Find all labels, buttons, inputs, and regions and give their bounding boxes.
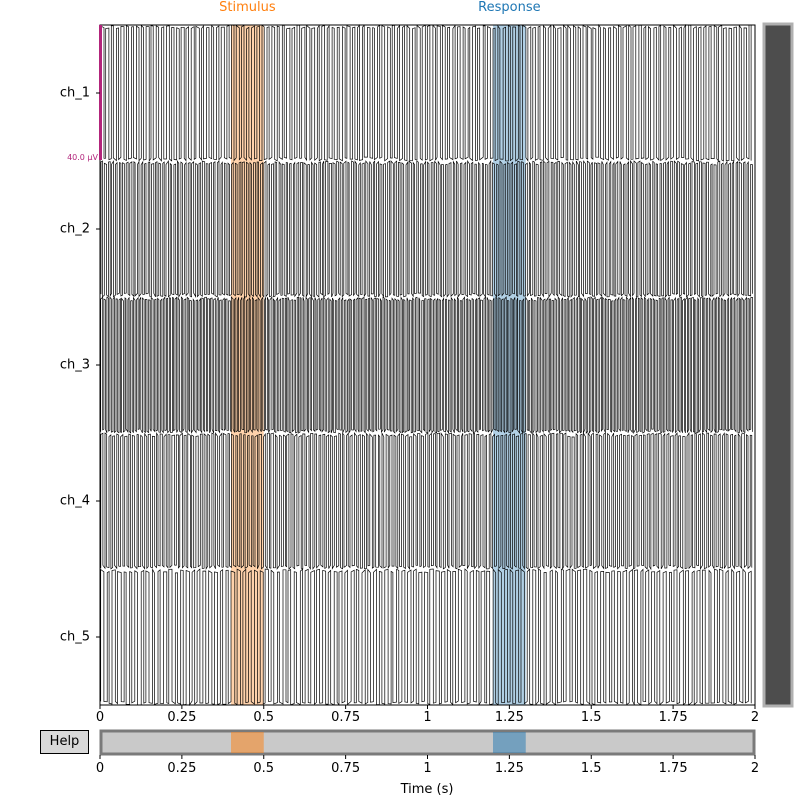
x-main-tick-label: 1.75 [658,710,688,725]
x-overview-tick-label: 1.25 [494,761,524,776]
x-main-tick-label: 0 [95,710,105,725]
trace-ch_5 [100,568,752,707]
help-button[interactable]: Help [40,730,89,754]
x-overview-tick-label: 2 [750,761,760,776]
x-overview-tick-label: 1 [423,761,432,776]
x-main-tick-label: 0.25 [167,710,197,725]
channel-label-ch_1[interactable]: ch_1 [59,85,90,101]
time-scrollbar[interactable] [99,729,756,756]
annotation-label-stimulus: Stimulus [219,0,276,15]
x-ticks-overview [99,755,756,759]
trace-ch_4 [100,431,753,571]
channel-label-ch_3[interactable]: ch_3 [59,357,90,373]
vertical-scrollbar[interactable] [762,22,794,708]
channel-label-ch_4[interactable]: ch_4 [59,493,90,509]
x-main-tick-label: 0.5 [253,710,275,725]
annotation-label-response: Response [478,0,541,15]
channel-label-ch_2[interactable]: ch_2 [59,221,90,237]
channel-label-ch_5[interactable]: ch_5 [59,629,90,645]
overview-span-stimulus [231,732,264,753]
channel-traces [100,23,753,707]
x-overview-tick-label: 0.75 [331,761,361,776]
x-overview-tick-label: 0 [95,761,105,776]
x-main-tick-label: 2 [750,710,760,725]
scale-bar-label: 40.0 µV [67,153,98,162]
x-main-tick-label: 0.75 [331,710,361,725]
trace-ch_1 [100,23,752,163]
x-overview-tick-label: 0.25 [167,761,197,776]
x-main-tick-label: 1.5 [580,710,602,725]
x-main-tick-label: 1 [423,710,432,725]
trace-ch_2 [100,159,753,299]
trace-ch_3 [100,295,753,435]
x-main-tick-label: 1.25 [494,710,524,725]
x-overview-tick-label: 0.5 [253,761,275,776]
overview-annotation-spans [231,732,526,753]
x-axis-label: Time (s) [400,782,454,797]
overview-span-response [493,732,526,753]
x-overview-tick-label: 1.75 [658,761,688,776]
x-ticks-main [99,705,756,709]
x-overview-tick-label: 1.5 [580,761,602,776]
channel-ticks [96,92,100,638]
